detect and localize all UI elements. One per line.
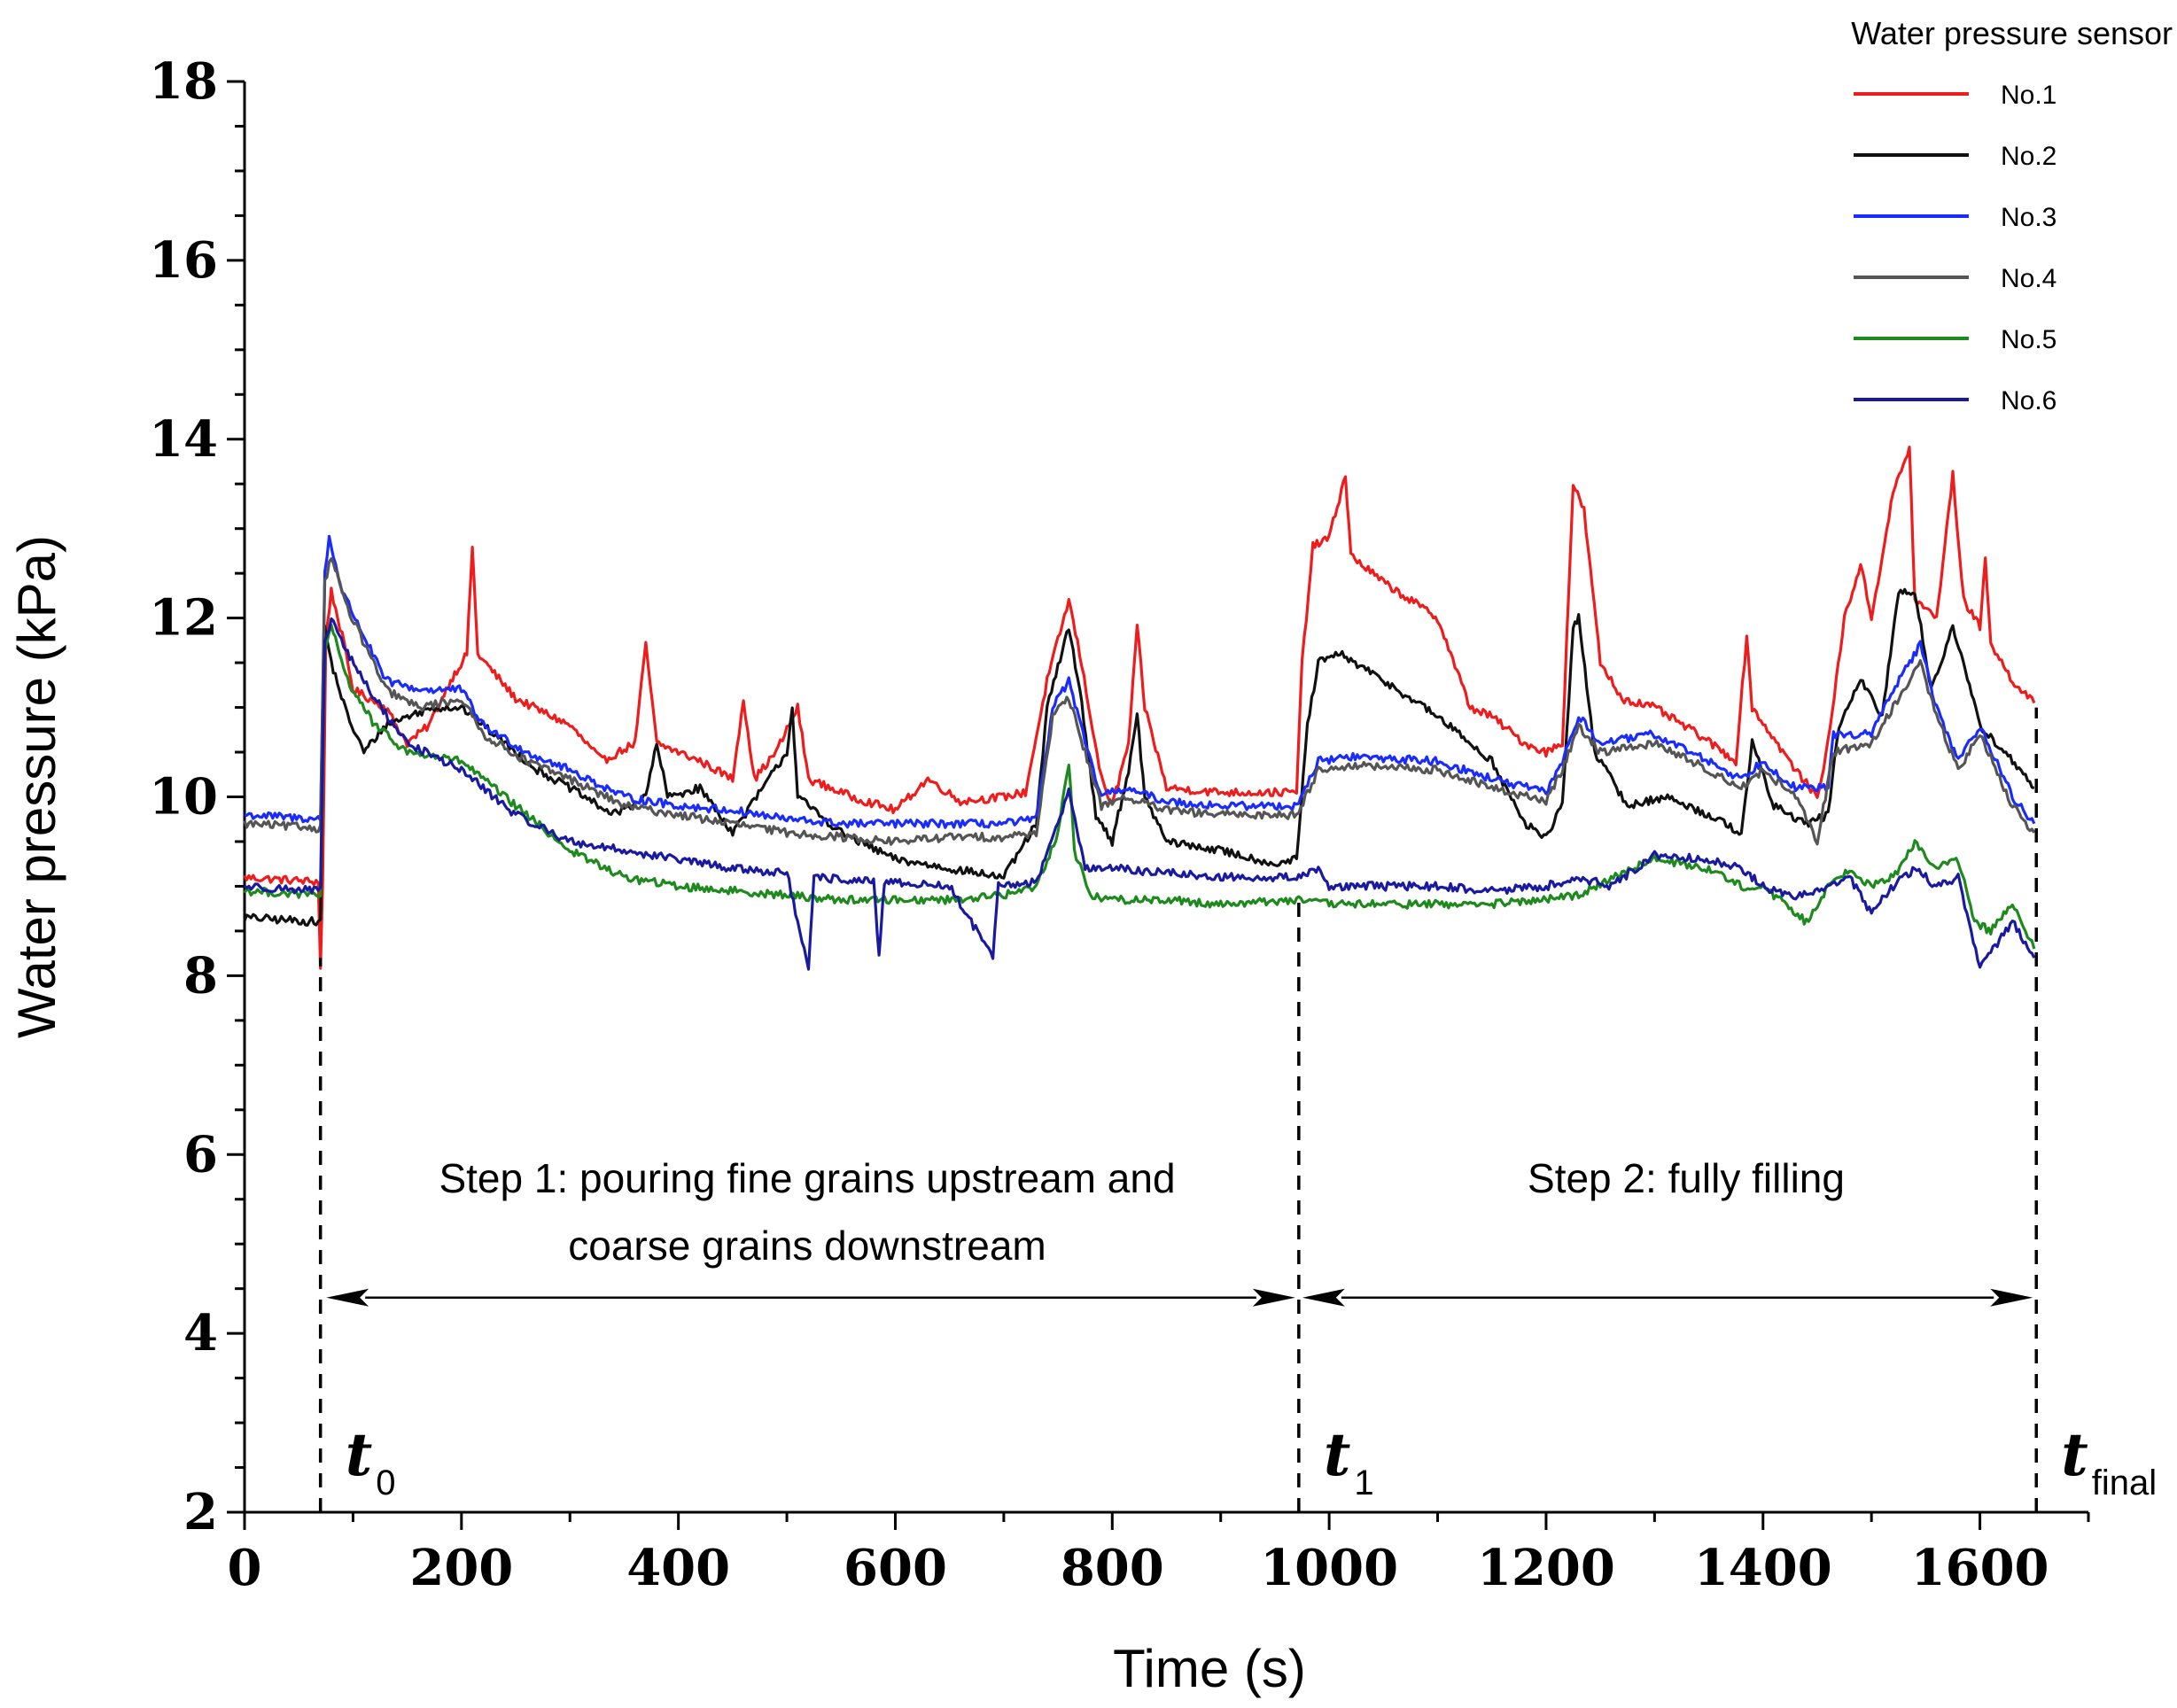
- x-tick-label: 1200: [1477, 1539, 1615, 1597]
- step1-text-line2: coarse grains downstream: [568, 1223, 1046, 1269]
- step-arrow-head-right: [1990, 1288, 2033, 1307]
- x-axis-title: Time (s): [1113, 1639, 1306, 1698]
- legend-label: No.3: [2001, 203, 2056, 232]
- step2-text: Step 2: fully filling: [1528, 1155, 1845, 1201]
- legend-label: No.4: [2001, 264, 2056, 293]
- x-tick-label: 400: [626, 1539, 730, 1597]
- legend-label: No.6: [2001, 386, 2056, 415]
- y-tick-label: 10: [149, 768, 218, 827]
- legend-label: No.2: [2001, 142, 2056, 171]
- y-tick-label: 14: [149, 410, 218, 469]
- legend: Water pressure sensor No.1 No.2 No.3 No.4 No…: [1851, 15, 2173, 415]
- step-arrow-head-left: [326, 1288, 369, 1307]
- legend-label: No.5: [2001, 325, 2056, 354]
- series-line-no2: [243, 587, 2035, 927]
- annotations: Step 1: pouring fine grains upstream and…: [318, 707, 2157, 1512]
- x-tick-label: 1400: [1694, 1539, 1832, 1597]
- legend-label: No.1: [2001, 81, 2056, 110]
- marker-label: t final: [2061, 1420, 2157, 1502]
- y-tick-label: 8: [183, 946, 218, 1005]
- series-line-no6: [243, 617, 2036, 971]
- x-tick-label: 1600: [1911, 1539, 2049, 1597]
- y-tick-label: 4: [183, 1304, 218, 1363]
- y-tick-label: 16: [149, 231, 218, 290]
- marker-subscript: 1: [1354, 1463, 1373, 1502]
- step-arrow-head-right: [1252, 1288, 1295, 1307]
- marker-subscript: final: [2092, 1463, 2157, 1502]
- x-tick-label: 200: [409, 1539, 513, 1597]
- x-tick-label: 800: [1061, 1539, 1164, 1597]
- x-tick-label: 0: [228, 1539, 262, 1597]
- y-tick-label: 2: [183, 1483, 218, 1541]
- step1-text-line1: Step 1: pouring fine grains upstream and: [439, 1155, 1175, 1201]
- series-line-no3: [244, 534, 2036, 829]
- axes: 0 200 400 600 800 1000 1200 1400 160024681012141…: [149, 52, 2090, 1597]
- marker-subscript: 0: [376, 1463, 395, 1502]
- step-arrow-head-left: [1302, 1288, 1345, 1307]
- x-tick-label: 600: [844, 1539, 947, 1597]
- legend-title: Water pressure sensor: [1851, 15, 2173, 51]
- x-tick-label: 1000: [1260, 1539, 1398, 1597]
- series-line-no1: [243, 446, 2036, 970]
- y-axis-title: Water pressure (kPa): [7, 535, 66, 1038]
- y-tick-label: 12: [149, 589, 218, 648]
- series-layer: [243, 446, 2036, 971]
- y-tick-label: 6: [183, 1125, 218, 1184]
- series-line-no4: [243, 557, 2036, 846]
- y-tick-label: 18: [149, 52, 218, 111]
